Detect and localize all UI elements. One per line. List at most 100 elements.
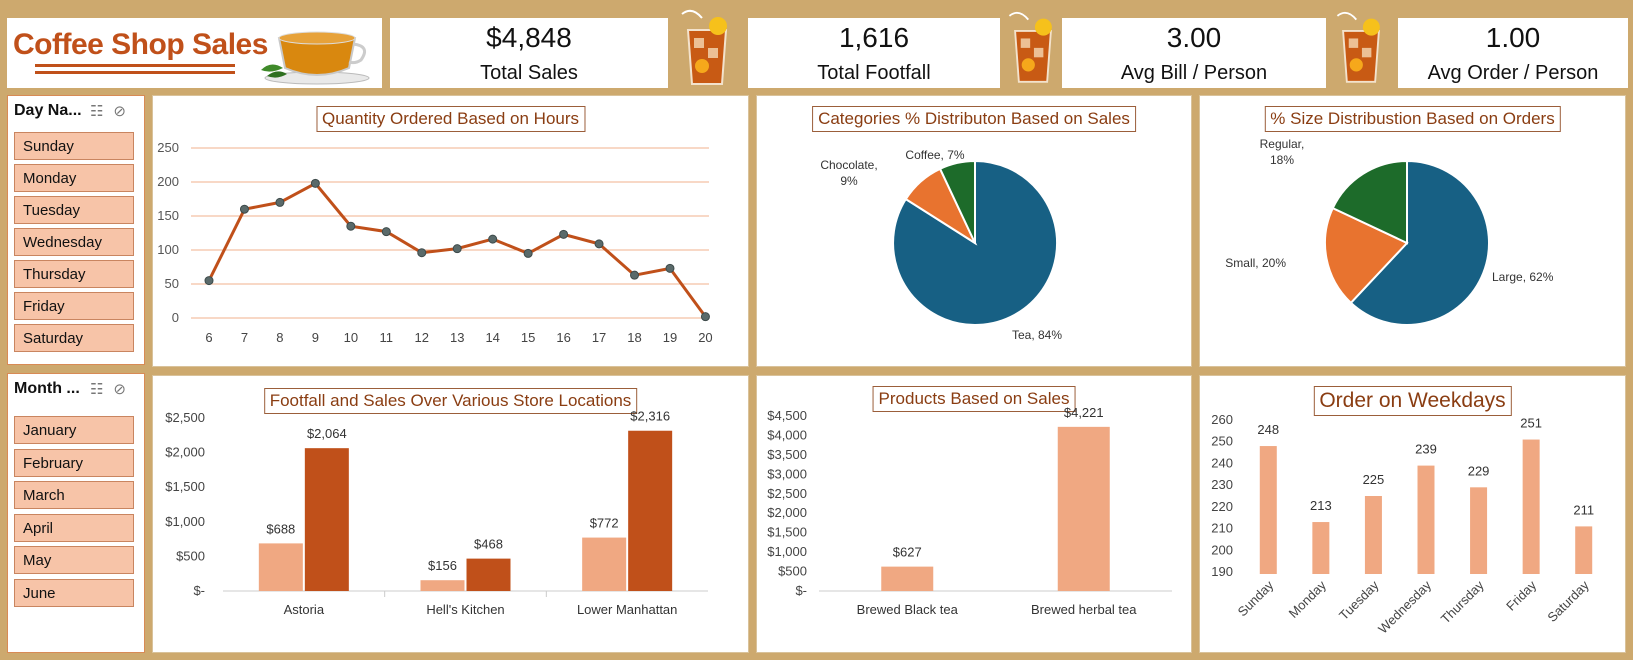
y-tick-label: $1,000: [165, 514, 205, 529]
slicer-item-june[interactable]: June: [14, 579, 134, 607]
slicer-item-thursday[interactable]: Thursday: [14, 260, 134, 288]
iced-tea-icon: [1336, 11, 1380, 83]
x-tick-label: Astoria: [284, 602, 325, 617]
hourly-quantity-chart: 0 50 100 150 200 250 6 7 8 9 10 11 12 13 14 15 16 17 18 19 2…: [157, 140, 712, 345]
x-tick-label: Wednesday: [1375, 577, 1434, 636]
slice-label: Small, 20%: [1225, 256, 1286, 270]
x-tick-label: Tuesday: [1336, 577, 1382, 623]
x-tick-label: 17: [592, 330, 606, 345]
day-slicer-title: Day Na...: [14, 102, 82, 119]
kpi-avg-bill: 3.00 Avg Bill / Person: [1062, 18, 1326, 88]
kpi-label: Avg Order / Person: [1427, 62, 1599, 84]
x-tick-label: 10: [344, 330, 358, 345]
multi-select-icon[interactable]: ☷: [89, 381, 114, 398]
weekday-bar-panel: Order on Weekdays 190 200 210 220 230 240 250 2…: [1199, 375, 1626, 653]
x-tick-label: Sunday: [1235, 577, 1277, 619]
slicer-item-wednesday[interactable]: Wednesday: [14, 228, 134, 256]
pie-slice: [1349, 159, 1490, 326]
data-point: [239, 204, 249, 214]
products-bar-panel: Products Based on Sales $- $500 $1,000 $1,5…: [756, 375, 1192, 653]
y-tick-label: $-: [193, 583, 205, 598]
bar-label: $156: [428, 558, 457, 573]
kpi-label: Total Sales: [480, 62, 578, 84]
slicer-item-may[interactable]: May: [14, 546, 134, 574]
x-tick-label: Brewed herbal tea: [1031, 602, 1137, 617]
slicer-item-march[interactable]: March: [14, 481, 134, 509]
slicer-item-february[interactable]: February: [14, 449, 134, 477]
y-tick-label: $2,500: [165, 410, 205, 425]
x-tick-label: 20: [698, 330, 712, 345]
kpi-value: $4,848: [486, 22, 572, 53]
size-pie-chart: Large, 62% Small, 20% Regular, 18%: [1225, 137, 1554, 326]
multi-select-icon[interactable]: ☷: [89, 103, 114, 120]
bar-label: 213: [1310, 498, 1332, 513]
data-point: [665, 263, 675, 273]
y-tick-label: 210: [1211, 521, 1233, 536]
chart-title: % Size Distribustion Based on Orders: [1264, 106, 1561, 132]
iced-tea-icon: [1008, 11, 1052, 83]
y-tick-label: $2,000: [767, 505, 807, 520]
y-tick-label: $3,000: [767, 466, 807, 481]
bar: [1417, 465, 1435, 574]
kpi-value: 1,616: [838, 22, 910, 53]
y-tick-label: $500: [778, 564, 807, 579]
chart-title: Products Based on Sales: [872, 386, 1076, 412]
chart-title: Categories % Distributon Based on Sales: [812, 106, 1136, 132]
chart-title: Quantity Ordered Based on Hours: [315, 106, 586, 132]
slicer-item-tuesday[interactable]: Tuesday: [14, 196, 134, 224]
slicer-item-april[interactable]: April: [14, 514, 134, 542]
bar: [466, 558, 511, 591]
bar: [1575, 526, 1593, 574]
x-tick-label: 8: [276, 330, 283, 345]
bar-label: 225: [1363, 472, 1385, 487]
chart-title: Order on Weekdays: [1313, 386, 1512, 416]
x-tick-label: Friday: [1503, 577, 1539, 613]
y-tick-label: 150: [157, 208, 179, 223]
data-point: [417, 248, 427, 258]
pie-slice: [938, 159, 976, 244]
slicer-item-monday[interactable]: Monday: [14, 164, 134, 192]
bar: [1522, 439, 1540, 574]
kpi-total-sales: $4,848 Total Sales: [390, 18, 668, 88]
slicer-item-january[interactable]: January: [14, 416, 134, 444]
x-tick-label: Saturday: [1544, 577, 1592, 625]
bar-label: $2,316: [630, 409, 670, 424]
bar: [582, 537, 627, 591]
location-bar-panel: Footfall and Sales Over Various Store Lo…: [152, 375, 749, 653]
y-tick-label: $1,000: [767, 544, 807, 559]
month-slicer: Month ... ☷⊘ January February March Apri…: [7, 373, 145, 653]
data-point: [381, 227, 391, 237]
location-bar-chart: $- $500 $1,000 $1,500 $2,000 $2,500 $688 $2,064…: [165, 409, 708, 617]
bar: [1470, 487, 1488, 574]
x-tick-label: 7: [241, 330, 248, 345]
pie-slice: [1331, 159, 1408, 245]
x-tick-label: 14: [485, 330, 499, 345]
slicer-controls: ☷⊘: [90, 102, 136, 120]
data-point: [700, 312, 710, 322]
bar-label: 229: [1468, 463, 1490, 478]
teacup-icon: [261, 31, 370, 85]
bar-label: 239: [1415, 442, 1437, 457]
x-tick-label: 9: [312, 330, 319, 345]
y-tick-label: $500: [176, 548, 205, 563]
bar-label: $4,221: [1064, 405, 1104, 420]
hourly-quantity-panel: Quantity Ordered Based on Hours 0 50 100 15…: [152, 95, 749, 367]
bar-label: 211: [1573, 502, 1594, 517]
slice-label: Coffee, 7%: [905, 148, 964, 162]
y-tick-label: 220: [1211, 499, 1233, 514]
y-tick-label: $1,500: [767, 525, 807, 540]
slicer-item-sunday[interactable]: Sunday: [14, 132, 134, 160]
clear-filter-icon[interactable]: ⊘: [113, 381, 136, 398]
slicer-item-friday[interactable]: Friday: [14, 292, 134, 320]
pie-slice: [1324, 206, 1409, 305]
clear-filter-icon[interactable]: ⊘: [113, 103, 136, 120]
x-tick-label: 19: [663, 330, 677, 345]
data-point: [275, 197, 285, 207]
logo-box: Coffee Shop Sales: [7, 18, 382, 88]
kpi-value: 1.00: [1485, 22, 1541, 53]
dashboard-title: Coffee Shop Sales: [13, 28, 268, 61]
x-tick-label: Thursday: [1438, 577, 1487, 626]
slicer-item-saturday[interactable]: Saturday: [14, 324, 134, 352]
y-tick-label: 200: [1211, 542, 1233, 557]
